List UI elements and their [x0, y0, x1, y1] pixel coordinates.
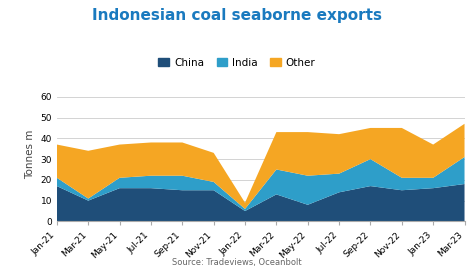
Legend: China, India, Other: China, India, Other	[154, 54, 320, 72]
Y-axis label: Tonnes m: Tonnes m	[25, 129, 35, 178]
Text: Source: Tradeviews, Oceanbolt: Source: Tradeviews, Oceanbolt	[172, 258, 302, 267]
Text: Indonesian coal seaborne exports: Indonesian coal seaborne exports	[92, 8, 382, 23]
